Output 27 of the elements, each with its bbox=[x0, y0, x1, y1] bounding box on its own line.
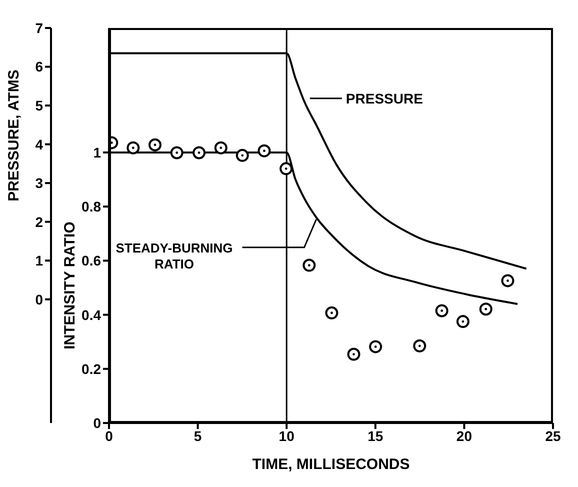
note-leader: PRESSURE bbox=[310, 90, 423, 106]
y2-axis-title: PRESSURE, ATMS bbox=[5, 70, 22, 202]
y-tick-label: 0 bbox=[93, 414, 102, 431]
x-tick-label: 15 bbox=[368, 428, 384, 444]
y2-tick-label: 7 bbox=[35, 20, 44, 36]
y2-tick-label: 2 bbox=[35, 214, 44, 230]
y-tick-label: 1 bbox=[93, 144, 102, 160]
y2-tick-label: 3 bbox=[35, 175, 44, 192]
y-tick-label: 0.6 bbox=[82, 252, 102, 269]
y2-tick-label: 0 bbox=[35, 291, 44, 308]
y2-tick-label: 6 bbox=[35, 58, 44, 75]
x-tick-label: 25 bbox=[545, 428, 561, 444]
y2-tick-label: 1 bbox=[35, 252, 44, 269]
y2-tick-label: 5 bbox=[35, 97, 44, 114]
note-leader: STEADY-BURNING RATIO bbox=[116, 219, 317, 272]
y-tick-label: 0.4 bbox=[82, 306, 102, 323]
y2-tick-label: 4 bbox=[35, 136, 44, 152]
x-axis-title: TIME, MILLISECONDS bbox=[252, 456, 410, 473]
x-tick-label: 10 bbox=[278, 428, 295, 444]
y-tick-label: 0.8 bbox=[82, 198, 102, 215]
x-tick-label: 20 bbox=[456, 428, 472, 444]
annotation: PRESSURE bbox=[346, 90, 423, 106]
x-tick-label: 0 bbox=[105, 428, 114, 444]
y-tick-label: 0.2 bbox=[82, 360, 102, 377]
y-axis-title: INTENSITY RATIO bbox=[61, 221, 78, 350]
annotation: STEADY-BURNING RATIO bbox=[116, 240, 233, 272]
x-tick-label: 5 bbox=[194, 428, 202, 444]
